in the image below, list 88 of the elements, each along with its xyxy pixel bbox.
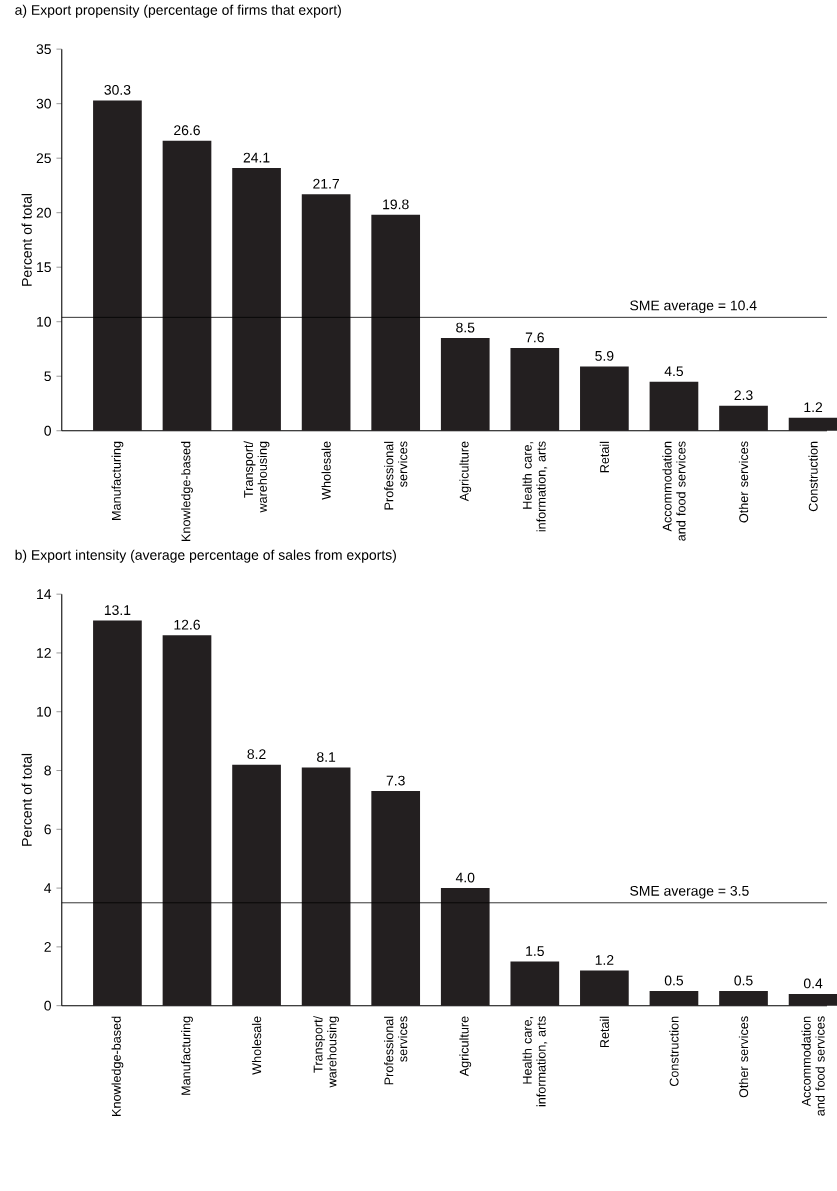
ref-line-label: SME average = 10.4: [629, 300, 757, 314]
x-tick-label: Professional services: [383, 441, 408, 510]
data-label: 8.2: [247, 749, 266, 760]
ref-line-label: SME average = 3.5: [629, 885, 749, 899]
data-label: 13.1: [104, 605, 131, 616]
x-tick-label: Retail: [599, 1016, 609, 1048]
data-label: 8.5: [455, 322, 475, 333]
x-tick-label: Wholesale: [251, 1016, 261, 1075]
chart-title: b) Export intensity (average percentage of sales from exports): [15, 549, 396, 563]
bar: [718, 405, 768, 431]
x-tick-label: Retail: [599, 441, 609, 473]
bar: [579, 366, 629, 431]
data-label: 12.6: [174, 619, 200, 630]
bar: [788, 417, 837, 431]
data-label: 0.4: [803, 978, 823, 989]
x-tick-label: Agriculture: [459, 1016, 471, 1077]
x-tick-label: Construction: [669, 1016, 679, 1087]
x-tick-label: Professional services: [383, 1016, 408, 1085]
x-tick-label: Health care, information, arts: [522, 1016, 547, 1107]
y-tick-label: 35: [36, 44, 51, 55]
y-tick-label: 5: [44, 371, 51, 382]
data-label: 2.3: [734, 390, 753, 401]
x-tick-label: Other services: [738, 441, 748, 523]
data-label: 30.3: [104, 84, 131, 95]
x-tick-label: Accommodation and food services: [662, 441, 686, 541]
x-tick-label: Health care, information, arts: [522, 441, 547, 532]
bar: [440, 338, 490, 431]
y-tick-label: 30: [36, 98, 51, 109]
x-tick-label: Knowledge-based: [180, 441, 193, 541]
bar: [162, 140, 212, 431]
y-tick-label: 0: [44, 1000, 51, 1011]
y-tick-label: 10: [36, 706, 51, 717]
bar: [301, 767, 351, 1006]
y-tick-label: 14: [36, 589, 51, 599]
y-tick-label: 8: [44, 765, 51, 776]
data-label: 4.5: [664, 366, 683, 377]
x-tick-label: Wholesale: [321, 441, 331, 500]
x-tick-label: Knowledge-based: [111, 1016, 124, 1116]
data-label: 8.1: [316, 752, 335, 763]
x-tick-label: Transport/ warehousing: [313, 1015, 339, 1088]
y-tick-label: 0: [44, 425, 51, 436]
bar: [371, 214, 420, 431]
data-label: 26.6: [173, 125, 200, 136]
data-label: 0.5: [664, 975, 683, 986]
x-tick-label: Agriculture: [459, 441, 471, 502]
y-tick-label: 12: [36, 648, 51, 658]
bar: [440, 888, 490, 1006]
data-label: 21.7: [313, 178, 339, 189]
x-tick-label: Other services: [738, 1016, 748, 1098]
data-label: 4.0: [455, 872, 475, 883]
bar: [649, 381, 699, 431]
y-tick-label: 10: [36, 316, 51, 327]
bar: [718, 990, 768, 1006]
bar: [579, 970, 629, 1006]
bar: [371, 791, 420, 1006]
x-tick-label: Accommodation and food services: [801, 1016, 825, 1116]
y-axis-title: Percent of total: [21, 193, 32, 286]
data-label: 19.8: [382, 199, 409, 210]
y-tick-label: 20: [36, 207, 51, 218]
bar: [510, 347, 559, 431]
data-label: 24.1: [243, 152, 270, 163]
x-tick-label: Transport/ warehousing: [243, 440, 270, 513]
data-label: 5.9: [595, 350, 614, 361]
x-tick-label: Construction: [808, 441, 818, 512]
chart-title: a) Export propensity (percentage of firms that export): [15, 4, 341, 18]
x-tick-label: Manufacturing: [111, 441, 124, 520]
bar: [92, 620, 142, 1006]
y-axis-title: Percent of total: [21, 753, 32, 846]
y-tick-label: 2: [44, 942, 51, 952]
bar: [788, 993, 837, 1006]
bar: [162, 635, 212, 1006]
x-tick-label: Manufacturing: [180, 1016, 193, 1095]
bar: [232, 167, 281, 431]
y-tick-label: 15: [36, 262, 51, 273]
bar: [510, 961, 559, 1006]
data-label: 1.2: [804, 402, 822, 413]
y-tick-label: 25: [36, 153, 51, 164]
data-label: 1.2: [595, 955, 614, 965]
data-label: 7.6: [525, 332, 544, 343]
y-tick-label: 4: [43, 883, 51, 893]
bar: [649, 990, 699, 1006]
bar: [232, 764, 281, 1006]
data-label: 7.3: [386, 775, 405, 786]
y-tick-label: 6: [44, 824, 51, 835]
bar: [92, 100, 142, 431]
bar: [301, 194, 351, 431]
data-label: 0.5: [734, 975, 753, 986]
data-label: 1.5: [525, 946, 544, 956]
